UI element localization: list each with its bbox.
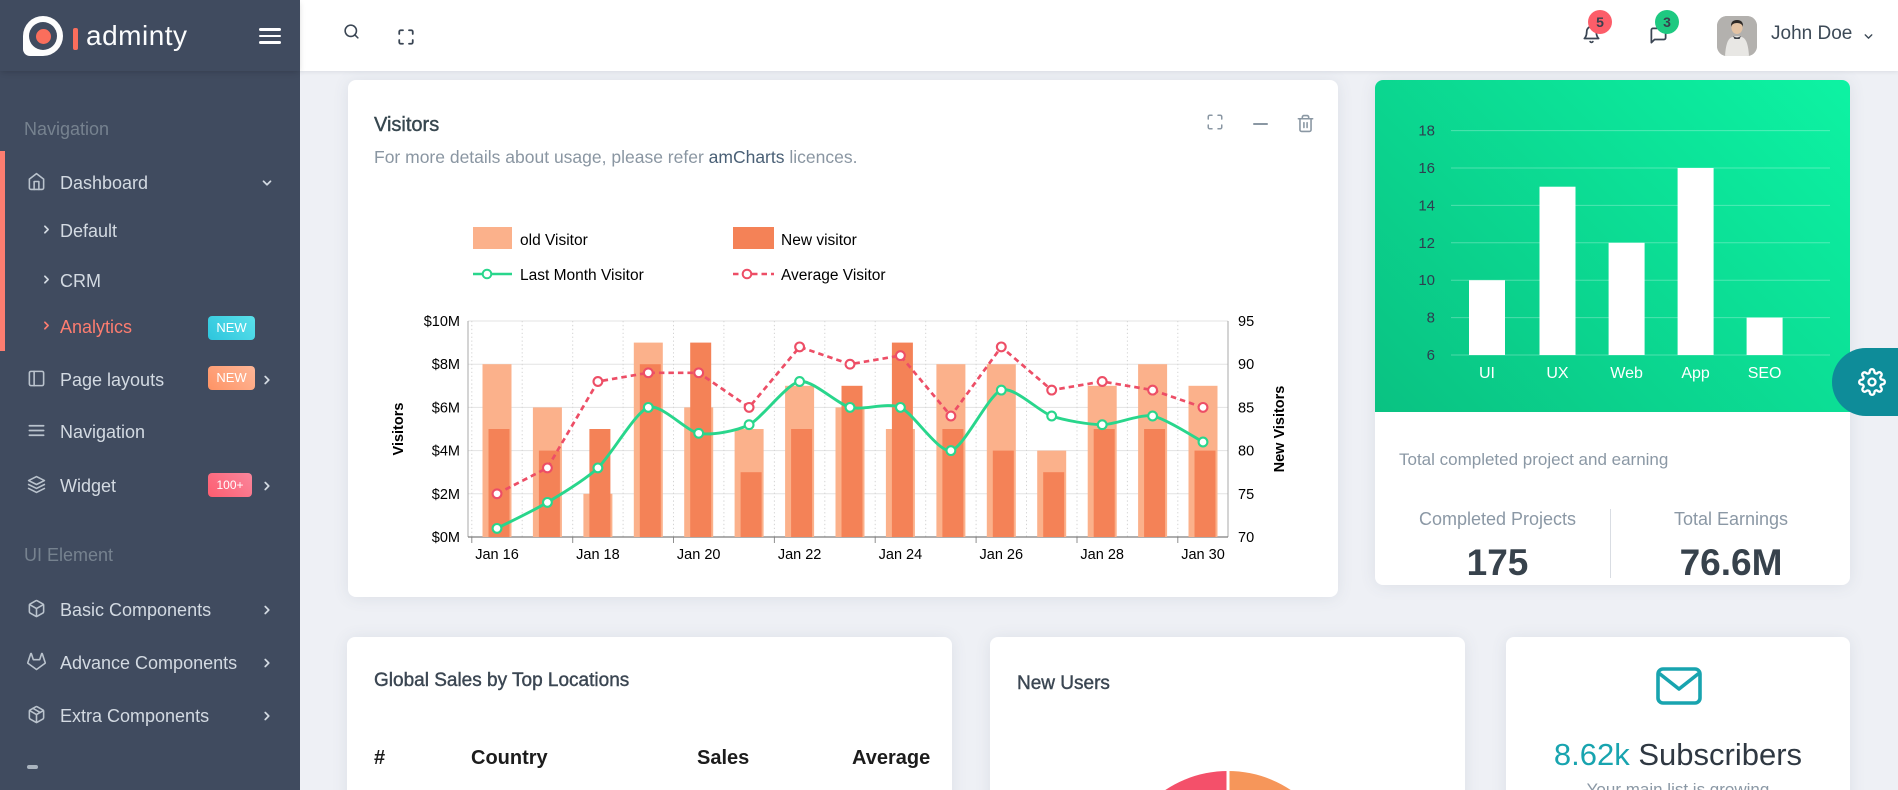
svg-text:Web: Web [1610, 365, 1643, 382]
svg-text:95: 95 [1238, 314, 1254, 330]
svg-text:85: 85 [1238, 400, 1254, 416]
svg-text:$0M: $0M [432, 530, 460, 546]
svg-text:Average Visitor: Average Visitor [781, 267, 886, 284]
svg-text:6: 6 [1427, 347, 1435, 364]
svg-text:18: 18 [1418, 123, 1435, 140]
svg-text:UI: UI [1479, 365, 1495, 382]
svg-text:Jan 26: Jan 26 [980, 547, 1024, 563]
svg-text:Last Month Visitor: Last Month Visitor [520, 267, 644, 284]
svg-text:12: 12 [1418, 235, 1435, 252]
svg-text:old Visitor: old Visitor [520, 232, 588, 249]
svg-text:Jan 22: Jan 22 [778, 547, 822, 563]
svg-text:Jan 28: Jan 28 [1080, 547, 1124, 563]
svg-text:$6M: $6M [432, 400, 460, 416]
svg-text:$4M: $4M [432, 444, 460, 460]
svg-text:8: 8 [1427, 310, 1435, 327]
svg-text:Jan 30: Jan 30 [1181, 547, 1225, 563]
svg-text:10: 10 [1418, 272, 1435, 289]
svg-text:14: 14 [1418, 197, 1435, 214]
svg-text:$10M: $10M [424, 314, 460, 330]
svg-text:Jan 20: Jan 20 [677, 547, 721, 563]
svg-text:80: 80 [1238, 444, 1254, 460]
svg-text:90: 90 [1238, 357, 1254, 373]
svg-text:Jan 24: Jan 24 [879, 547, 923, 563]
svg-text:Visitors: Visitors [391, 403, 407, 456]
svg-text:Jan 18: Jan 18 [576, 547, 620, 563]
svg-text:New visitor: New visitor [781, 232, 857, 249]
svg-text:75: 75 [1238, 487, 1254, 503]
svg-text:New Visitors: New Visitors [1272, 386, 1288, 473]
svg-text:16: 16 [1418, 160, 1435, 177]
svg-text:UX: UX [1546, 365, 1569, 382]
svg-text:SEO: SEO [1748, 365, 1782, 382]
svg-text:$8M: $8M [432, 357, 460, 373]
svg-text:$2M: $2M [432, 487, 460, 503]
svg-text:70: 70 [1238, 530, 1254, 546]
svg-text:App: App [1681, 365, 1710, 382]
svg-text:Jan 16: Jan 16 [475, 547, 519, 563]
